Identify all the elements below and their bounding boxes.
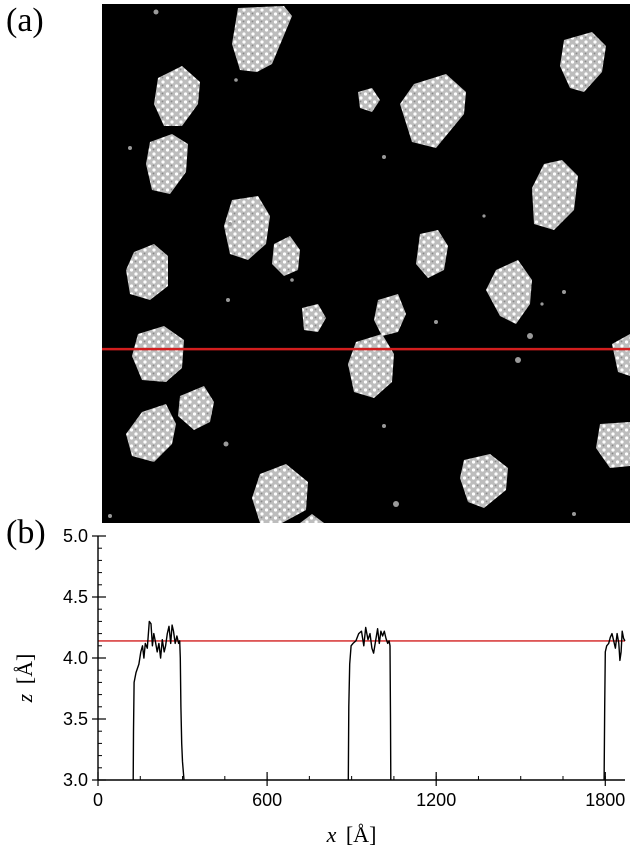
- island: [178, 386, 214, 430]
- island: [126, 244, 168, 300]
- speck: [382, 424, 386, 428]
- island: [374, 294, 406, 336]
- speck: [527, 333, 533, 339]
- speck: [393, 501, 399, 507]
- island: [146, 134, 188, 194]
- island: [132, 326, 184, 382]
- island: [532, 160, 578, 230]
- panel-a-label: (a): [6, 2, 44, 39]
- island: [612, 334, 630, 376]
- y-tick-labels: 3.0 3.5 4.0 4.5 5.0: [63, 526, 88, 790]
- minor-ticks: [97, 535, 606, 781]
- island: [232, 6, 292, 72]
- x-axis-variable: x: [326, 822, 337, 847]
- island: [358, 88, 380, 112]
- adatom-specks: [108, 9, 576, 518]
- x-tick-label: 0: [93, 790, 103, 810]
- speck: [290, 278, 294, 282]
- island: [302, 304, 326, 332]
- island: [400, 74, 466, 148]
- stm-image-svg: [102, 6, 630, 523]
- island: [416, 230, 448, 278]
- speck: [128, 146, 132, 150]
- profile-line: [603, 630, 626, 781]
- y-axis-unit: [Å]: [12, 654, 37, 685]
- profile-line: [132, 620, 185, 781]
- stm-topography-image: [102, 4, 630, 523]
- speck: [434, 320, 438, 324]
- y-tick-label: 4.5: [63, 587, 88, 607]
- speck: [540, 302, 544, 306]
- speck: [562, 290, 566, 294]
- profile-line: [347, 626, 392, 781]
- island: [348, 334, 394, 398]
- speck: [515, 357, 521, 363]
- island: [272, 236, 300, 276]
- y-axis-label: z [Å]: [12, 654, 37, 704]
- y-axis-variable: z: [12, 693, 37, 703]
- x-axis-label: x [Å]: [326, 822, 377, 847]
- panel-b-label: (b): [6, 514, 46, 551]
- speck: [108, 514, 112, 518]
- island: [126, 404, 176, 462]
- x-tick-label: 600: [252, 790, 282, 810]
- x-tick-label: 1800: [585, 790, 625, 810]
- island: [300, 514, 324, 523]
- island: [560, 32, 606, 92]
- x-tick-label: 1200: [416, 790, 456, 810]
- speck: [382, 155, 386, 159]
- speck: [226, 298, 230, 302]
- island: [486, 260, 532, 324]
- island: [252, 464, 308, 523]
- speck: [482, 214, 486, 218]
- y-tick-label: 5.0: [63, 526, 88, 546]
- y-tick-label: 3.0: [63, 770, 88, 790]
- speck: [223, 441, 229, 447]
- speck: [572, 512, 576, 516]
- x-tick-labels: 0 600 1200 1800: [93, 790, 625, 810]
- monolayer-islands: [126, 6, 630, 523]
- x-axis-unit: [Å]: [346, 822, 377, 847]
- speck: [234, 78, 238, 82]
- y-tick-label: 4.0: [63, 648, 88, 668]
- profile-series: [132, 620, 626, 781]
- y-tick-label: 3.5: [63, 709, 88, 729]
- island: [596, 422, 630, 468]
- island: [224, 196, 270, 260]
- speck: [228, 222, 232, 226]
- island: [460, 454, 508, 508]
- speck: [153, 9, 159, 15]
- height-profile-chart: 0 600 1200 1800 3.0 3.5 4.0 4.5 5.0 x [Å] z [Å]: [12, 526, 626, 847]
- island: [154, 66, 200, 126]
